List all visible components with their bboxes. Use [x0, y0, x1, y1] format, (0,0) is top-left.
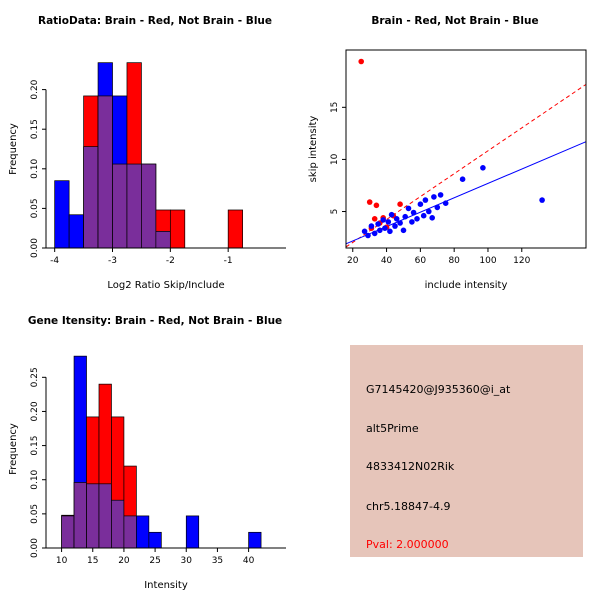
svg-text:15: 15 — [330, 102, 340, 113]
svg-text:0.25: 0.25 — [30, 367, 40, 387]
ratio-histogram-title: RatioData: Brain - Red, Not Brain - Blue — [37, 15, 273, 27]
svg-text:Intensity: Intensity — [144, 580, 188, 591]
svg-text:80: 80 — [448, 256, 460, 266]
svg-text:0.05: 0.05 — [30, 198, 40, 218]
svg-text:25: 25 — [149, 556, 160, 566]
svg-text:-4: -4 — [50, 256, 59, 266]
svg-text:35: 35 — [212, 556, 223, 566]
intensity-scatter-chart: 20 40 60 80 100 120 include intensity 5 10 15 skip… — [308, 49, 587, 291]
gene-info-panel: G7145420@J935360@i_at alt5Prime 4833412N… — [300, 300, 600, 600]
svg-text:30: 30 — [181, 556, 193, 566]
ratio-hist-y-axis: 0.00 0.05 0.10 0.15 0.20 Frequency — [8, 79, 47, 258]
ratio-hist-x-axis: -4 -3 -2 -1 Log2 Ratio Skip/Include — [46, 247, 286, 291]
svg-text:100: 100 — [479, 256, 496, 266]
svg-text:0.00: 0.00 — [30, 538, 40, 558]
ratio-histogram-panel: RatioData: Brain - Red, Not Brain - Blue… — [0, 0, 300, 300]
svg-text:Frequency: Frequency — [8, 123, 19, 175]
svg-text:5: 5 — [330, 209, 340, 215]
brain-fit-line — [345, 83, 587, 248]
gene-intensity-histogram-panel: Gene Itensity: Brain - Red, Not Brain - … — [0, 300, 300, 600]
svg-text:10: 10 — [330, 153, 340, 165]
svg-text:Frequency: Frequency — [8, 423, 19, 475]
svg-text:-2: -2 — [166, 256, 175, 266]
svg-text:0.15: 0.15 — [30, 119, 40, 139]
svg-text:0.10: 0.10 — [30, 159, 40, 179]
pval-text: Pval: 2.000000 — [366, 538, 449, 551]
ratio-hist-bars — [54, 62, 243, 249]
svg-text:0.10: 0.10 — [30, 469, 40, 489]
svg-text:-3: -3 — [108, 256, 117, 266]
gene-intensity-histogram-title: Gene Itensity: Brain - Red, Not Brain - … — [27, 315, 283, 327]
svg-text:-1: -1 — [224, 256, 233, 266]
svg-text:0.20: 0.20 — [30, 401, 40, 421]
svg-text:0.00: 0.00 — [30, 238, 40, 258]
svg-text:0.20: 0.20 — [30, 79, 40, 99]
genome-location-text: chr5.18847-4.9 — [366, 500, 451, 513]
svg-text:40: 40 — [381, 256, 393, 266]
intensity-scatter-title: Brain - Red, Not Brain - Blue — [371, 15, 539, 27]
svg-text:Log2 Ratio Skip/Include: Log2 Ratio Skip/Include — [107, 280, 224, 291]
intensity-scatter-points — [358, 58, 545, 239]
splice-type-text: alt5Prime — [366, 422, 419, 435]
intensity-scatter-y-axis: 5 10 15 skip intensity — [308, 102, 346, 215]
gene-intensity-histogram-chart: 10 15 20 25 30 35 40Intensity0.000.050.100.150… — [8, 355, 286, 591]
svg-text:0.15: 0.15 — [30, 436, 40, 456]
intensity-scatter-panel: Brain - Red, Not Brain - Blue 20 40 60 80 10… — [300, 0, 600, 300]
svg-text:20: 20 — [118, 556, 130, 566]
svg-text:0.05: 0.05 — [30, 504, 40, 524]
svg-text:60: 60 — [415, 256, 427, 266]
gene-symbol-text: 4833412N02Rik — [366, 460, 455, 473]
gene-hist-bars — [61, 355, 262, 549]
svg-text:15: 15 — [87, 556, 98, 566]
intensity-scatter-plot-box — [345, 49, 587, 249]
svg-text:10: 10 — [56, 556, 68, 566]
svg-text:20: 20 — [347, 256, 359, 266]
svg-text:40: 40 — [243, 556, 255, 566]
notbrain-fit-line — [345, 141, 587, 245]
probe-id-text: G7145420@J935360@i_at — [366, 383, 511, 396]
svg-text:include intensity: include intensity — [425, 280, 508, 291]
svg-text:skip intensity: skip intensity — [308, 116, 319, 183]
gene-hist-x-axis: 10 15 20 25 30 35 40 Intensity — [46, 547, 286, 591]
svg-text:120: 120 — [513, 256, 530, 266]
gene-hist-y-axis: 0.00 0.05 0.10 0.15 0.20 0.25 Frequency — [8, 367, 47, 558]
intensity-scatter-x-axis: 20 40 60 80 100 120 include intensity — [347, 248, 531, 291]
gene-info-box: G7145420@J935360@i_at alt5Prime 4833412N… — [350, 345, 583, 557]
